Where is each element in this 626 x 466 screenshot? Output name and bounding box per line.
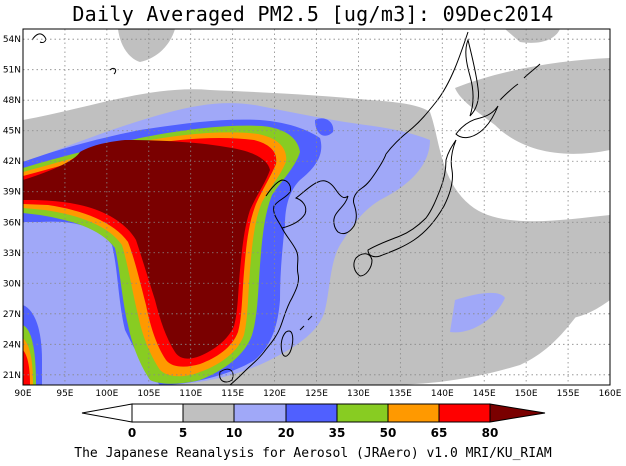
colorbar-tick-label: 0 bbox=[128, 426, 136, 440]
colorbar-bin-35-50 bbox=[336, 403, 389, 423]
level-65-80-area-sw bbox=[23, 350, 30, 385]
sakhalin bbox=[465, 38, 479, 117]
china-coast bbox=[229, 179, 299, 385]
lat-tick-label: 33N bbox=[3, 249, 21, 259]
colorbar-tick-label: 65 bbox=[431, 426, 448, 440]
level-80-plus-area bbox=[23, 140, 270, 359]
lon-tick-label: 105E bbox=[137, 389, 160, 399]
korea-coast bbox=[333, 153, 387, 235]
lon-tick-label: 90E bbox=[14, 389, 31, 399]
colorbar-bin-20-35 bbox=[285, 403, 338, 423]
lon-tick-label: 150E bbox=[515, 389, 538, 399]
lon-tick-label: 135E bbox=[389, 389, 412, 399]
colorbar-bin-10-20 bbox=[233, 403, 287, 423]
taiwan bbox=[280, 330, 294, 357]
lat-tick-label: 42N bbox=[3, 157, 21, 167]
level-5-10-area-se bbox=[540, 251, 610, 320]
colorbar-bin-0-5 bbox=[131, 403, 184, 423]
colorbar-tick-label: 20 bbox=[278, 426, 295, 440]
lat-tick-label: 51N bbox=[3, 66, 21, 76]
colorbar-low-arrow bbox=[81, 403, 133, 423]
colorbar-tick-label: 10 bbox=[226, 426, 243, 440]
lon-tick-label: 160E bbox=[599, 389, 622, 399]
bohai-coast bbox=[281, 180, 349, 229]
colorbar-tick-label: 80 bbox=[482, 426, 499, 440]
lon-tick-label: 115E bbox=[221, 389, 244, 399]
north-border bbox=[31, 33, 117, 75]
lon-tick-label: 100E bbox=[95, 389, 118, 399]
colorbar: 0 5 10 20 35 50 65 80 bbox=[81, 403, 546, 440]
lat-tick-label: 45N bbox=[3, 127, 21, 137]
lat-ticks: 21N 24N 27N 30N 33N 36N 39N 42N 45N 48N 51N 54N bbox=[3, 35, 21, 381]
lat-tick-label: 39N bbox=[3, 188, 21, 198]
hainan bbox=[219, 368, 234, 383]
ryukyu-islands bbox=[299, 315, 313, 331]
level-10-20-area-sw bbox=[23, 288, 130, 385]
lon-tick-label: 120E bbox=[263, 389, 286, 399]
level-5-10-area-east bbox=[455, 58, 610, 154]
footer-caption: The Japanese Reanalysis for Aerosol (JRA… bbox=[74, 446, 552, 461]
lat-tick-label: 24N bbox=[3, 340, 21, 350]
lon-tick-label: 140E bbox=[431, 389, 454, 399]
colorbar-bin-50-65 bbox=[387, 403, 440, 423]
russia-coast bbox=[385, 31, 469, 155]
colorbar-tick-label: 50 bbox=[380, 426, 397, 440]
map-grid bbox=[23, 29, 610, 385]
level-10-20-area-se bbox=[450, 292, 505, 333]
lon-ticks: 90E 95E 100E 105E 110E 115E 120E 125E 130E 135E 14… bbox=[14, 389, 621, 399]
lat-tick-label: 27N bbox=[3, 310, 21, 320]
lat-tick-label: 21N bbox=[3, 371, 21, 381]
level-5-10-area-north bbox=[118, 29, 175, 62]
colorbar-tick-label: 35 bbox=[329, 426, 346, 440]
lon-tick-label: 155E bbox=[557, 389, 580, 399]
lat-tick-label: 30N bbox=[3, 279, 21, 289]
colorbar-bin-65-80 bbox=[438, 403, 491, 423]
colorbar-tick-label: 5 bbox=[179, 426, 187, 440]
lat-tick-label: 54N bbox=[3, 35, 21, 45]
coastlines bbox=[31, 31, 541, 385]
level-20-35-area-ne bbox=[315, 118, 334, 136]
japan-hokkaido bbox=[455, 105, 499, 139]
lon-tick-label: 110E bbox=[179, 389, 202, 399]
lat-tick-label: 36N bbox=[3, 218, 21, 228]
lon-tick-label: 145E bbox=[473, 389, 496, 399]
map-title: Daily Averaged PM2.5 [ug/m3]: 09Dec2014 bbox=[72, 2, 554, 26]
map-frame bbox=[22, 28, 611, 386]
kuril-islands bbox=[499, 63, 541, 101]
lon-tick-label: 125E bbox=[305, 389, 328, 399]
japan-honshu bbox=[367, 139, 457, 258]
japan-kyushu bbox=[353, 253, 373, 277]
lon-tick-label: 95E bbox=[56, 389, 73, 399]
colorbar-bin-5-10 bbox=[182, 403, 235, 423]
colorbar-high-arrow bbox=[489, 403, 546, 423]
lon-tick-label: 130E bbox=[347, 389, 370, 399]
lat-tick-label: 48N bbox=[3, 96, 21, 106]
colorbar-tick-labels: 0 5 10 20 35 50 65 80 bbox=[128, 426, 499, 440]
